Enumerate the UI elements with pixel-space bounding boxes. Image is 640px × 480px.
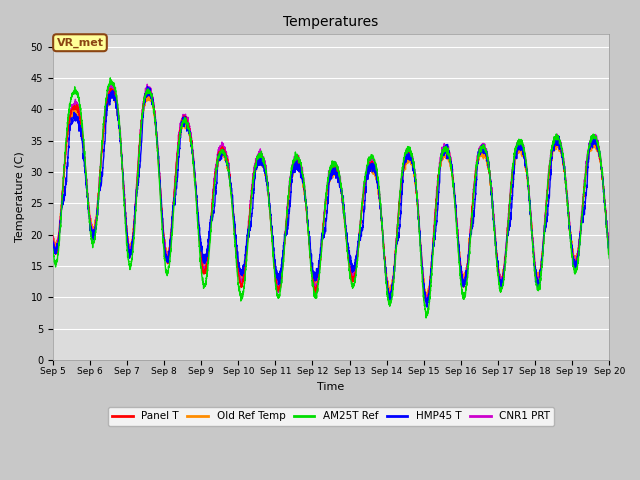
AM25T Ref <box>605 256 613 262</box>
HMP45 T <box>168 214 176 219</box>
HMP45 T <box>423 304 431 310</box>
Title: Temperatures: Temperatures <box>284 15 379 29</box>
CNR1 PRT <box>605 245 613 251</box>
HMP45 T <box>605 249 613 255</box>
Old Ref Temp <box>49 230 56 236</box>
Line: Old Ref Temp: Old Ref Temp <box>52 92 609 298</box>
Text: VR_met: VR_met <box>56 37 104 48</box>
CNR1 PRT <box>422 299 430 304</box>
Old Ref Temp <box>605 243 613 249</box>
AM25T Ref <box>168 232 176 238</box>
Line: Panel T: Panel T <box>52 89 609 304</box>
CNR1 PRT <box>605 246 613 252</box>
HMP45 T <box>385 299 393 304</box>
Old Ref Temp <box>553 142 561 148</box>
AM25T Ref <box>422 315 430 321</box>
AM25T Ref <box>49 246 56 252</box>
Panel T <box>423 301 431 307</box>
AM25T Ref <box>605 255 613 261</box>
HMP45 T <box>205 239 212 244</box>
Old Ref Temp <box>106 89 113 95</box>
AM25T Ref <box>205 260 212 266</box>
Old Ref Temp <box>605 243 613 249</box>
CNR1 PRT <box>168 215 176 221</box>
AM25T Ref <box>553 132 561 138</box>
Line: CNR1 PRT: CNR1 PRT <box>52 84 609 301</box>
HMP45 T <box>49 238 56 244</box>
AM25T Ref <box>385 302 393 308</box>
Old Ref Temp <box>385 289 393 295</box>
Panel T <box>205 250 212 255</box>
Panel T <box>605 249 613 254</box>
AM25T Ref <box>106 75 114 81</box>
Panel T <box>605 248 613 253</box>
HMP45 T <box>553 143 561 148</box>
CNR1 PRT <box>205 243 212 249</box>
Panel T <box>49 234 56 240</box>
Line: HMP45 T: HMP45 T <box>52 87 609 307</box>
Panel T <box>107 86 115 92</box>
Old Ref Temp <box>422 295 430 300</box>
HMP45 T <box>605 247 613 253</box>
HMP45 T <box>143 84 151 90</box>
AM25T Ref <box>396 201 403 206</box>
Panel T <box>396 202 403 207</box>
Y-axis label: Temperature (C): Temperature (C) <box>15 152 25 242</box>
Legend: Panel T, Old Ref Temp, AM25T Ref, HMP45 T, CNR1 PRT: Panel T, Old Ref Temp, AM25T Ref, HMP45 … <box>108 408 554 426</box>
CNR1 PRT <box>553 132 561 138</box>
Old Ref Temp <box>168 215 176 221</box>
X-axis label: Time: Time <box>317 382 345 392</box>
CNR1 PRT <box>385 289 393 295</box>
Panel T <box>385 295 393 301</box>
Panel T <box>553 139 561 145</box>
CNR1 PRT <box>49 233 56 239</box>
CNR1 PRT <box>143 82 151 87</box>
CNR1 PRT <box>396 200 403 205</box>
Old Ref Temp <box>396 200 403 206</box>
Panel T <box>168 220 176 226</box>
Line: AM25T Ref: AM25T Ref <box>52 78 609 318</box>
HMP45 T <box>396 228 403 233</box>
Old Ref Temp <box>205 247 212 252</box>
